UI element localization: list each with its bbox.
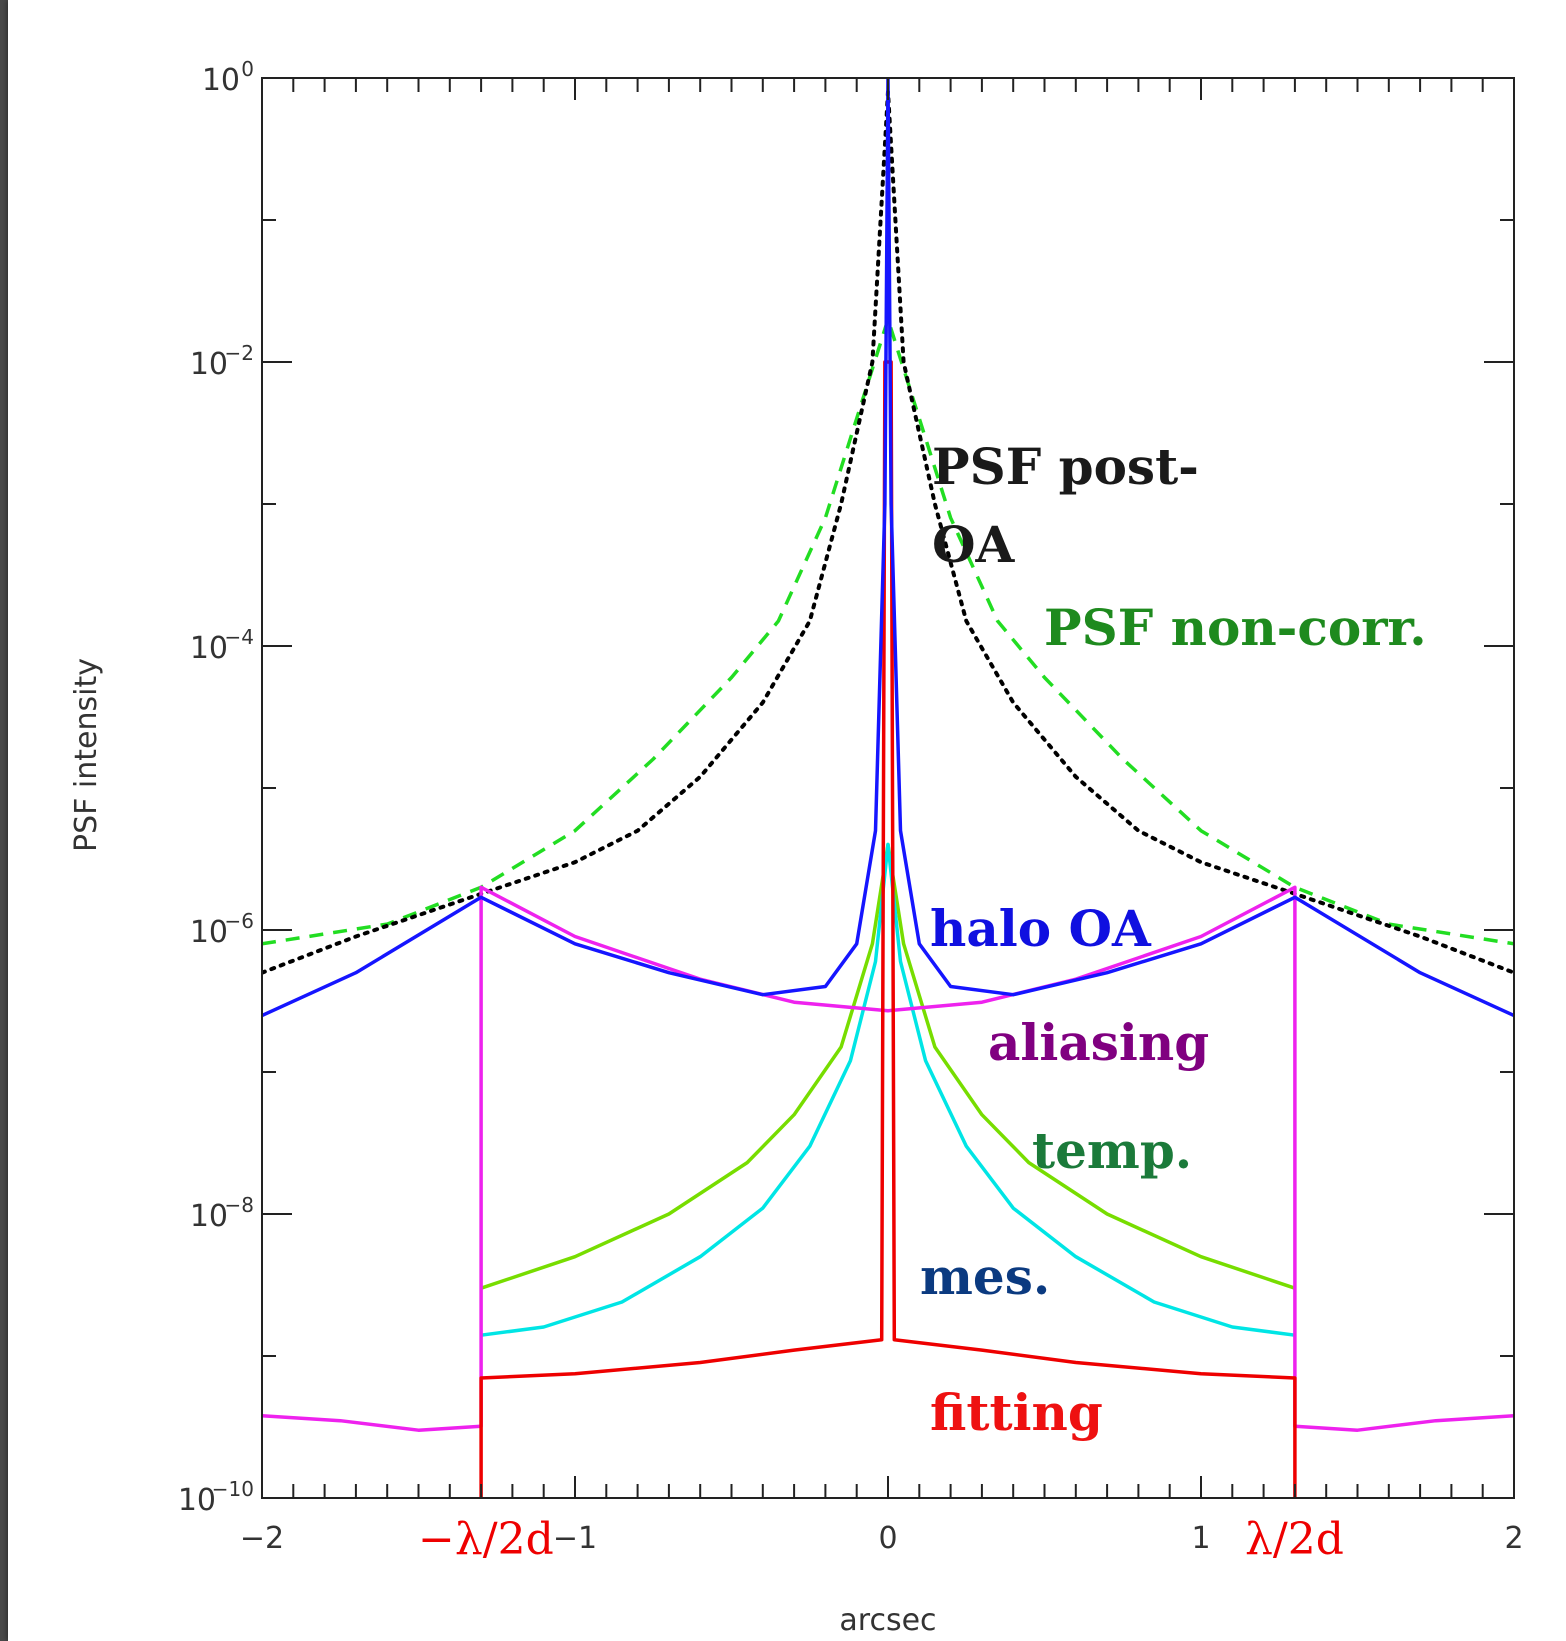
series-line-non_corr [262, 317, 1514, 946]
series-line-measurement [480, 842, 1296, 1337]
x-tick-label: 1 [1191, 1521, 1210, 1556]
annotation-mes: mes. [920, 1247, 1050, 1306]
annotation-temp: temp. [1032, 1121, 1192, 1180]
x-tick-label: −2 [240, 1521, 284, 1556]
axes-layer: −2 −1 0 1 2 100 10−2 10−4 10−6 10−8 10−10 [178, 57, 1524, 1556]
annotation-psf-post-oa-line2: OA [932, 515, 1016, 574]
series-line-halo [262, 78, 1514, 1018]
y-tick-label: 10−10 [178, 1477, 254, 1518]
x-tick-label: −1 [553, 1521, 597, 1556]
x-tick-label: 2 [1504, 1521, 1523, 1556]
y-axis-title: PSF intensity [69, 658, 104, 852]
annotation-halo-oa: halo OA [930, 899, 1152, 958]
y-tick-label: 10−4 [190, 625, 254, 666]
series-line-aliasing [262, 885, 1514, 1432]
cutoff-label-right: λ/2d [1245, 1514, 1344, 1565]
annotation-fitting: fitting [930, 1383, 1103, 1442]
chart-frame [8, 0, 1566, 1641]
x-tick-label: 0 [878, 1521, 897, 1556]
annotation-aliasing: aliasing [988, 1013, 1209, 1072]
cutoff-label-left: −λ/2d [418, 1514, 554, 1565]
y-tick-label: 10−8 [190, 1193, 254, 1234]
y-tick-label: 10−6 [190, 909, 254, 950]
series-line-fitting [479, 360, 1297, 1498]
x-axis-title: arcsec [839, 1603, 936, 1638]
annotation-psf-non-corr: PSF non-corr. [1044, 598, 1427, 657]
y-tick-label: 10−2 [190, 341, 254, 382]
y-tick-label: 100 [202, 57, 254, 98]
annotation-psf-post-oa: PSF post- [932, 437, 1199, 496]
series-layer [262, 78, 1514, 1498]
label-layer: PSF intensity arcsec −λ/2d λ/2d PSF post… [69, 437, 1427, 1638]
